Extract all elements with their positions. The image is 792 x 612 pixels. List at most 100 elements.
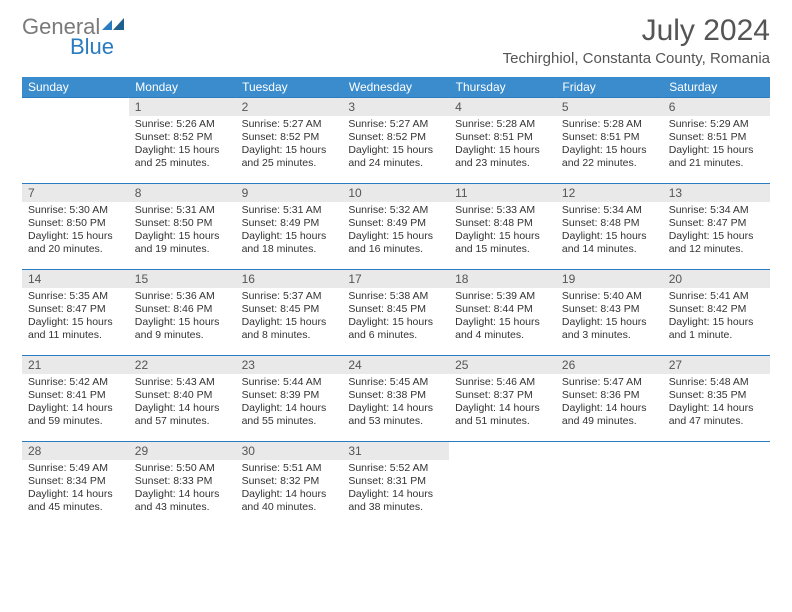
- day-number-cell: [663, 442, 770, 460]
- daylight-line-2: and 43 minutes.: [135, 501, 230, 514]
- day-number-cell: 5: [556, 98, 663, 116]
- day-number-cell: 31: [342, 442, 449, 460]
- sunrise-line: Sunrise: 5:48 AM: [669, 376, 764, 389]
- daylight-line-2: and 20 minutes.: [28, 243, 123, 256]
- day-content-cell: Sunrise: 5:28 AMSunset: 8:51 PMDaylight:…: [556, 116, 663, 184]
- day-content-cell: Sunrise: 5:46 AMSunset: 8:37 PMDaylight:…: [449, 374, 556, 442]
- sunset-line: Sunset: 8:41 PM: [28, 389, 123, 402]
- daylight-line-2: and 3 minutes.: [562, 329, 657, 342]
- daynum-row: 78910111213: [22, 184, 770, 202]
- day-content-cell: Sunrise: 5:50 AMSunset: 8:33 PMDaylight:…: [129, 460, 236, 528]
- day-number-cell: 27: [663, 356, 770, 374]
- sunrise-line: Sunrise: 5:45 AM: [348, 376, 443, 389]
- weekday-header: Tuesday: [236, 77, 343, 98]
- weekday-header: Wednesday: [342, 77, 449, 98]
- month-title: July 2024: [503, 14, 770, 48]
- day-number-cell: 10: [342, 184, 449, 202]
- daynum-row: 123456: [22, 98, 770, 116]
- sunrise-line: Sunrise: 5:39 AM: [455, 290, 550, 303]
- sunrise-line: Sunrise: 5:38 AM: [348, 290, 443, 303]
- sunrise-line: Sunrise: 5:34 AM: [562, 204, 657, 217]
- title-block: July 2024 Techirghiol, Constanta County,…: [503, 14, 770, 67]
- sunset-line: Sunset: 8:34 PM: [28, 475, 123, 488]
- day-content-cell: Sunrise: 5:36 AMSunset: 8:46 PMDaylight:…: [129, 288, 236, 356]
- logo-flag-icon: [102, 16, 124, 34]
- sunset-line: Sunset: 8:52 PM: [242, 131, 337, 144]
- day-content-cell: Sunrise: 5:45 AMSunset: 8:38 PMDaylight:…: [342, 374, 449, 442]
- daylight-line-2: and 24 minutes.: [348, 157, 443, 170]
- sunset-line: Sunset: 8:42 PM: [669, 303, 764, 316]
- day-content-cell: Sunrise: 5:31 AMSunset: 8:50 PMDaylight:…: [129, 202, 236, 270]
- sunset-line: Sunset: 8:45 PM: [348, 303, 443, 316]
- day-number-cell: 8: [129, 184, 236, 202]
- daylight-line: Daylight: 15 hours: [242, 230, 337, 243]
- content-row: Sunrise: 5:42 AMSunset: 8:41 PM Daylight:…: [22, 374, 770, 442]
- day-content-cell: Sunrise: 5:34 AMSunset: 8:48 PMDaylight:…: [556, 202, 663, 270]
- weekday-header: Thursday: [449, 77, 556, 98]
- sunrise-line: Sunrise: 5:42 AM: [28, 376, 123, 389]
- sunset-line: Sunset: 8:49 PM: [242, 217, 337, 230]
- sunset-line: Sunset: 8:50 PM: [28, 217, 123, 230]
- daylight-line-2: and 22 minutes.: [562, 157, 657, 170]
- day-content-cell: Sunrise: 5:27 AMSunset: 8:52 PMDaylight:…: [236, 116, 343, 184]
- day-number-cell: 26: [556, 356, 663, 374]
- day-number-cell: [22, 98, 129, 116]
- day-number-cell: 17: [342, 270, 449, 288]
- daylight-line-2: and 40 minutes.: [242, 501, 337, 514]
- day-number-cell: 7: [22, 184, 129, 202]
- daylight-line: Daylight: 14 hours: [562, 402, 657, 415]
- daynum-row: 21222324252627: [22, 356, 770, 374]
- day-content-cell: Sunrise: 5:29 AMSunset: 8:51 PMDaylight:…: [663, 116, 770, 184]
- day-content-cell: Sunrise: 5:31 AMSunset: 8:49 PMDaylight:…: [236, 202, 343, 270]
- daylight-line: Daylight: 14 hours: [135, 402, 230, 415]
- daylight-line-2: and 25 minutes.: [242, 157, 337, 170]
- daylight-line-2: and 59 minutes.: [28, 415, 123, 428]
- sunrise-line: Sunrise: 5:36 AM: [135, 290, 230, 303]
- daylight-line: Daylight: 15 hours: [455, 144, 550, 157]
- daylight-line-2: and 12 minutes.: [669, 243, 764, 256]
- day-content-cell: Sunrise: 5:51 AMSunset: 8:32 PMDaylight:…: [236, 460, 343, 528]
- sunrise-line: Sunrise: 5:47 AM: [562, 376, 657, 389]
- day-number-cell: 6: [663, 98, 770, 116]
- sunset-line: Sunset: 8:50 PM: [135, 217, 230, 230]
- day-content-cell: Sunrise: 5:40 AMSunset: 8:43 PMDaylight:…: [556, 288, 663, 356]
- daylight-line: Daylight: 15 hours: [562, 144, 657, 157]
- daylight-line-2: and 14 minutes.: [562, 243, 657, 256]
- sunset-line: Sunset: 8:35 PM: [669, 389, 764, 402]
- day-content-cell: [22, 116, 129, 184]
- daylight-line: Daylight: 15 hours: [28, 230, 123, 243]
- daynum-row: 28293031: [22, 442, 770, 460]
- sunrise-line: Sunrise: 5:31 AM: [135, 204, 230, 217]
- daylight-line: Daylight: 15 hours: [135, 316, 230, 329]
- daylight-line: Daylight: 14 hours: [348, 402, 443, 415]
- daylight-line-2: and 47 minutes.: [669, 415, 764, 428]
- daylight-line: Daylight: 14 hours: [242, 402, 337, 415]
- weekday-header: Monday: [129, 77, 236, 98]
- day-number-cell: 23: [236, 356, 343, 374]
- daylight-line: Daylight: 15 hours: [455, 316, 550, 329]
- location-text: Techirghiol, Constanta County, Romania: [503, 50, 770, 67]
- sunrise-line: Sunrise: 5:28 AM: [562, 118, 657, 131]
- sunrise-line: Sunrise: 5:35 AM: [28, 290, 123, 303]
- day-number-cell: [556, 442, 663, 460]
- daylight-line: Daylight: 14 hours: [348, 488, 443, 501]
- daylight-line: Daylight: 14 hours: [669, 402, 764, 415]
- day-content-cell: Sunrise: 5:43 AMSunset: 8:40 PMDaylight:…: [129, 374, 236, 442]
- daylight-line-2: and 8 minutes.: [242, 329, 337, 342]
- day-number-cell: 1: [129, 98, 236, 116]
- daylight-line: Daylight: 15 hours: [242, 316, 337, 329]
- weekday-header: Saturday: [663, 77, 770, 98]
- logo-text-blue: Blue: [70, 34, 114, 60]
- day-content-cell: Sunrise: 5:38 AMSunset: 8:45 PMDaylight:…: [342, 288, 449, 356]
- day-content-cell: Sunrise: 5:52 AMSunset: 8:31 PMDaylight:…: [342, 460, 449, 528]
- daylight-line-2: and 6 minutes.: [348, 329, 443, 342]
- day-number-cell: 16: [236, 270, 343, 288]
- sunset-line: Sunset: 8:31 PM: [348, 475, 443, 488]
- daylight-line: Daylight: 15 hours: [135, 144, 230, 157]
- content-row: Sunrise: 5:35 AMSunset: 8:47 PMDaylight:…: [22, 288, 770, 356]
- day-content-cell: Sunrise: 5:35 AMSunset: 8:47 PMDaylight:…: [22, 288, 129, 356]
- day-number-cell: 9: [236, 184, 343, 202]
- sunset-line: Sunset: 8:48 PM: [562, 217, 657, 230]
- day-content-cell: [663, 460, 770, 528]
- daylight-line: Daylight: 15 hours: [455, 230, 550, 243]
